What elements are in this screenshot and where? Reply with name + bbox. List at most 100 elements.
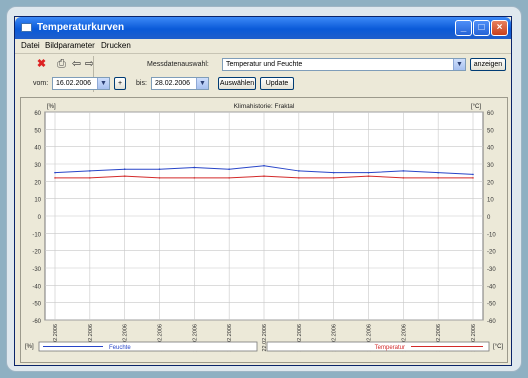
arrow-left-icon[interactable]: ⇦: [71, 58, 82, 70]
menu-drucken[interactable]: Drucken: [101, 41, 131, 50]
data-point-temperatur: [367, 175, 370, 177]
x-tick-label: 20.02.2006: [192, 324, 198, 352]
right-axis-unit: [°C]: [471, 104, 481, 110]
y-tick-label-left: 60: [34, 111, 41, 117]
legend-box-temperature: [266, 341, 490, 352]
from-date-select[interactable]: 16.02.2006 ▼: [52, 77, 110, 90]
menu-datei[interactable]: Datei: [21, 41, 40, 50]
close-button[interactable]: ×: [491, 20, 508, 36]
minimize-button[interactable]: _: [455, 20, 472, 36]
arrow-right-icon[interactable]: ⇨: [84, 58, 95, 70]
data-point-feuchte: [437, 171, 439, 174]
data-point-feuchte: [298, 170, 300, 172]
print-icon[interactable]: ⎙: [57, 58, 66, 70]
from-label: vom:: [33, 80, 49, 87]
to-date-select[interactable]: 28.02.2006 ▼: [151, 77, 209, 90]
y-tick-label-left: 20: [34, 180, 41, 186]
x-tick-label: 23.02.2006: [297, 324, 303, 352]
left-axis-unit: [%]: [47, 104, 56, 110]
data-point-feuchte: [89, 170, 91, 172]
toolbar-separator: [93, 56, 94, 92]
y-tick-label-right: -60: [487, 319, 496, 325]
window-title: Temperaturkurven: [37, 22, 125, 33]
chart-title: Klimahistorie: Fraktal: [234, 103, 295, 110]
x-tick-label: 16.02.2006: [53, 324, 59, 352]
legend-box-humidity: [38, 341, 258, 352]
legend-label-humidity: Feuchte: [109, 345, 131, 351]
auswaehlen-button[interactable]: Auswählen: [218, 77, 256, 90]
y-tick-label-right: 60: [487, 111, 494, 117]
y-tick-label-left: 30: [34, 163, 41, 169]
menu-bar: Datei Bildparameter Drucken: [15, 39, 511, 54]
data-point-temperatur: [263, 175, 265, 177]
maximize-button[interactable]: □: [473, 20, 490, 36]
update-button[interactable]: Update: [260, 77, 294, 90]
y-tick-label-left: -40: [32, 284, 41, 290]
data-point-temperatur: [158, 177, 161, 179]
chevron-down-icon[interactable]: ▼: [97, 78, 109, 89]
data-point-feuchte: [54, 171, 56, 174]
y-tick-label-left: -20: [32, 250, 41, 256]
measure-select-value: Temperatur und Feuchte: [226, 61, 303, 68]
x-tick-label: 21.02.2006: [227, 324, 233, 352]
data-point-temperatur: [437, 177, 439, 179]
measure-label: Messdatenauswahl:: [147, 61, 209, 68]
measure-select[interactable]: Temperatur und Feuchte ▼: [222, 58, 466, 71]
data-point-temperatur: [193, 177, 196, 179]
data-point-feuchte: [367, 171, 370, 174]
x-tick-label: 19.02.2006: [158, 324, 164, 352]
legend-right-unit: [°C]: [493, 344, 503, 350]
x-tick-label: 25.02.2006: [367, 324, 373, 352]
menu-bildparameter[interactable]: Bildparameter: [45, 41, 95, 50]
y-tick-label-left: -60: [32, 319, 41, 325]
data-point-temperatur: [332, 177, 335, 179]
data-point-feuchte: [193, 166, 196, 169]
data-point-temperatur: [54, 177, 56, 179]
app-icon: [21, 23, 32, 32]
y-tick-label-right: -40: [487, 284, 496, 290]
toolbar: ✖ ⎙ ⇦ ⇨ Messdatenauswahl: Temperatur und…: [15, 54, 511, 96]
chevron-down-icon[interactable]: ▼: [196, 78, 208, 89]
y-tick-label-right: -30: [487, 267, 496, 273]
y-tick-label-right: -50: [487, 302, 496, 308]
stop-icon[interactable]: ✖: [36, 58, 47, 70]
legend-label-temperature: Temperatur: [375, 345, 405, 351]
data-point-feuchte: [123, 168, 126, 170]
data-point-temperatur: [402, 177, 405, 179]
y-tick-label-right: 50: [487, 128, 494, 134]
y-tick-label-right: -10: [487, 232, 496, 238]
data-point-temperatur: [123, 175, 126, 177]
y-tick-label-left: 40: [34, 146, 41, 152]
data-point-feuchte: [472, 173, 474, 176]
y-tick-label-left: -50: [32, 302, 41, 308]
y-tick-label-right: -20: [487, 250, 496, 256]
x-tick-label: 17.02.2006: [88, 324, 94, 352]
y-tick-label-right: 10: [487, 198, 494, 204]
y-tick-label-left: 0: [38, 215, 42, 221]
anzeigen-button[interactable]: anzeigen: [470, 58, 506, 71]
x-tick-label: 24.02.2006: [332, 324, 338, 352]
chevron-down-icon[interactable]: ▼: [453, 59, 465, 70]
y-tick-label-right: 0: [487, 215, 491, 221]
title-bar[interactable]: Temperaturkurven _ □ ×: [15, 17, 511, 39]
x-tick-label: 27.02.2006: [436, 324, 442, 352]
data-point-feuchte: [228, 168, 230, 170]
legend-left-unit: [%]: [25, 344, 34, 350]
x-tick-label: 22.02.2006: [262, 324, 268, 352]
data-point-temperatur: [298, 177, 300, 179]
y-tick-label-left: -30: [32, 267, 41, 273]
app-window: Temperaturkurven _ □ × Datei Bildparamet…: [14, 16, 512, 366]
plus-button[interactable]: +: [114, 77, 126, 90]
data-point-temperatur: [89, 177, 91, 179]
x-tick-label: 26.02.2006: [401, 324, 407, 352]
x-tick-label: 18.02.2006: [123, 324, 129, 352]
data-point-feuchte: [263, 164, 265, 167]
x-tick-label: 28.02.2006: [471, 324, 477, 352]
y-tick-label-left: -10: [32, 232, 41, 238]
to-label: bis:: [136, 80, 147, 87]
data-point-temperatur: [228, 177, 230, 179]
y-tick-label-right: 20: [487, 180, 494, 186]
from-date-value: 16.02.2006: [56, 80, 92, 87]
y-tick-label-right: 40: [487, 146, 494, 152]
chart-panel: 60 60 50 50 40 40 30 30 20 20 10 10 0 0 -10 -10 -20 -20 -3…: [20, 97, 508, 363]
